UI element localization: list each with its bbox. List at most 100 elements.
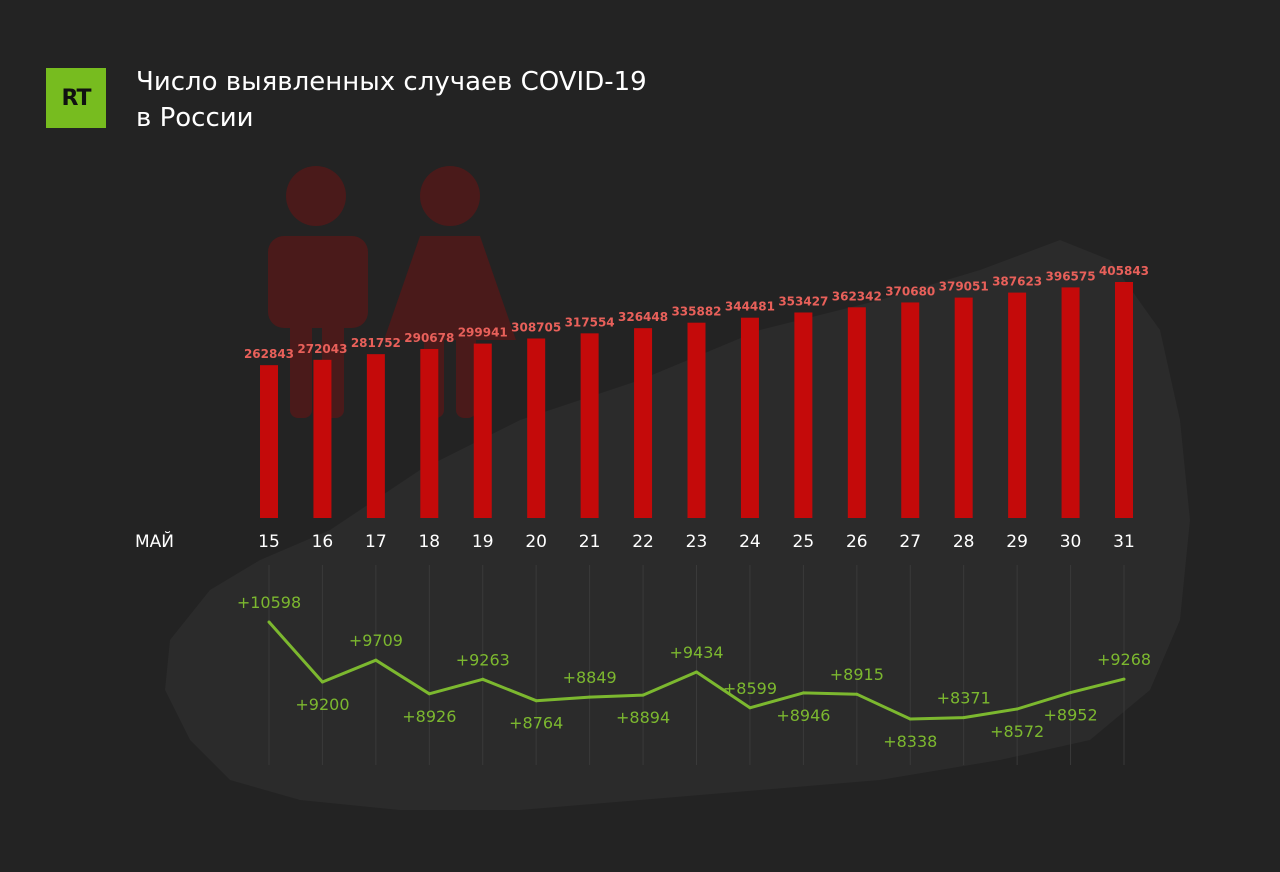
daily-new-point-16 bbox=[320, 680, 324, 684]
chart-title: Число выявленных случаев COVID-19 в Росс… bbox=[136, 64, 836, 136]
x-tick-17: 17 bbox=[365, 532, 387, 552]
bar-label-29: 387623 bbox=[992, 275, 1042, 289]
bar-17 bbox=[366, 354, 385, 518]
x-tick-27: 27 bbox=[899, 532, 921, 552]
bar-label-17: 281752 bbox=[351, 336, 401, 350]
daily-new-point-18 bbox=[427, 692, 431, 696]
x-tick-31: 31 bbox=[1113, 532, 1135, 552]
x-tick-15: 15 bbox=[258, 532, 280, 552]
x-tick-18: 18 bbox=[418, 532, 440, 552]
bar-27 bbox=[901, 302, 920, 518]
daily-new-point-21 bbox=[588, 695, 592, 699]
bar-19 bbox=[473, 343, 492, 518]
daily-new-point-23 bbox=[695, 670, 698, 674]
daily-new-point-27 bbox=[908, 717, 912, 721]
bar-label-31: 405843 bbox=[1099, 264, 1149, 278]
bar-value-labels: 262843 272043 281752 290678 299941 308705 3175… bbox=[244, 264, 1149, 361]
daily-new-label-21: +8849 bbox=[563, 668, 617, 687]
bar-29 bbox=[1008, 292, 1027, 518]
x-tick-29: 29 bbox=[1006, 532, 1028, 552]
bar-series bbox=[260, 282, 1133, 518]
daily-new-label-24: +8599 bbox=[723, 679, 777, 698]
bar-18 bbox=[420, 348, 439, 518]
title-line-1: Число выявленных случаев COVID-19 bbox=[136, 67, 647, 97]
month-label: МАЙ bbox=[135, 530, 174, 552]
daily-new-point-22 bbox=[641, 693, 645, 697]
grid-lines bbox=[268, 565, 1125, 765]
daily-new-point-25 bbox=[801, 691, 805, 695]
rt-logo: RT bbox=[46, 68, 106, 128]
daily-new-point-19 bbox=[481, 677, 485, 681]
daily-new-label-25: +8946 bbox=[776, 706, 830, 725]
bar-26 bbox=[847, 307, 866, 518]
daily-new-point-29 bbox=[1015, 707, 1019, 711]
bar-label-26: 362342 bbox=[832, 289, 882, 303]
daily-new-point-20 bbox=[534, 699, 538, 703]
x-tick-28: 28 bbox=[953, 532, 975, 552]
bar-label-21: 317554 bbox=[565, 315, 615, 329]
x-axis: МАЙ 15 16 17 18 19 20 21 22 23 24 25 26 27 28 29 30 31 bbox=[135, 530, 1135, 552]
x-tick-23: 23 bbox=[686, 532, 708, 552]
daily-new-label-27: +8338 bbox=[883, 732, 937, 751]
bar-23 bbox=[687, 322, 706, 518]
bar-21 bbox=[580, 333, 599, 518]
bar-label-30: 396575 bbox=[1046, 269, 1096, 283]
bar-label-23: 335882 bbox=[671, 305, 721, 319]
daily-new-label-16: +9200 bbox=[295, 695, 349, 714]
daily-new-label-17: +9709 bbox=[349, 631, 403, 650]
bar-label-20: 308705 bbox=[511, 320, 561, 334]
bar-20 bbox=[527, 338, 546, 518]
bar-24 bbox=[740, 317, 759, 518]
daily-new-series bbox=[267, 620, 1126, 721]
x-tick-22: 22 bbox=[632, 532, 654, 552]
daily-new-label-31: +9268 bbox=[1097, 650, 1151, 669]
russia-map-silhouette bbox=[165, 240, 1190, 810]
bar-30 bbox=[1061, 287, 1080, 518]
title-line-2: в России bbox=[136, 103, 254, 133]
daily-new-point-28 bbox=[962, 716, 966, 720]
bar-label-16: 272043 bbox=[297, 342, 347, 356]
bar-label-15: 262843 bbox=[244, 347, 294, 361]
x-tick-25: 25 bbox=[793, 532, 815, 552]
bar-22 bbox=[634, 328, 653, 518]
daily-new-labels: +10598 +9200 +9709 +8926 +9263 +8764 +8849 +889… bbox=[237, 593, 1151, 751]
bar-label-24: 344481 bbox=[725, 300, 775, 314]
x-tick-19: 19 bbox=[472, 532, 494, 552]
bar-31 bbox=[1115, 282, 1133, 518]
daily-new-point-15 bbox=[267, 620, 271, 624]
x-tick-21: 21 bbox=[579, 532, 601, 552]
daily-new-label-28: +8371 bbox=[937, 689, 991, 708]
bar-15 bbox=[260, 365, 278, 518]
daily-new-label-29: +8572 bbox=[990, 722, 1044, 741]
daily-new-point-24 bbox=[748, 706, 752, 710]
bar-label-27: 370680 bbox=[885, 284, 935, 298]
bar-16 bbox=[313, 359, 332, 518]
daily-new-label-20: +8764 bbox=[509, 714, 563, 733]
daily-new-label-23: +9434 bbox=[669, 643, 723, 662]
bar-label-25: 353427 bbox=[778, 294, 828, 308]
bar-label-22: 326448 bbox=[618, 310, 668, 324]
man-icon bbox=[268, 166, 368, 418]
daily-new-point-30 bbox=[1069, 691, 1073, 695]
logo-text: RT bbox=[61, 85, 92, 111]
daily-new-label-15: +10598 bbox=[237, 593, 301, 612]
x-tick-26: 26 bbox=[846, 532, 868, 552]
daily-new-point-31 bbox=[1122, 677, 1126, 681]
daily-new-label-22: +8894 bbox=[616, 708, 670, 727]
x-tick-20: 20 bbox=[525, 532, 547, 552]
bar-label-28: 379051 bbox=[939, 280, 989, 294]
daily-new-label-18: +8926 bbox=[402, 707, 456, 726]
daily-new-point-17 bbox=[374, 658, 378, 662]
x-tick-30: 30 bbox=[1060, 532, 1082, 552]
bar-28 bbox=[954, 297, 973, 518]
x-tick-24: 24 bbox=[739, 532, 761, 552]
bar-25 bbox=[794, 312, 813, 518]
bar-label-18: 290678 bbox=[404, 331, 454, 345]
daily-new-point-26 bbox=[855, 692, 859, 696]
daily-new-label-30: +8952 bbox=[1044, 706, 1098, 725]
daily-new-label-19: +9263 bbox=[456, 650, 510, 669]
daily-new-label-26: +8915 bbox=[830, 665, 884, 684]
woman-icon bbox=[384, 166, 516, 418]
bar-label-19: 299941 bbox=[458, 326, 508, 340]
